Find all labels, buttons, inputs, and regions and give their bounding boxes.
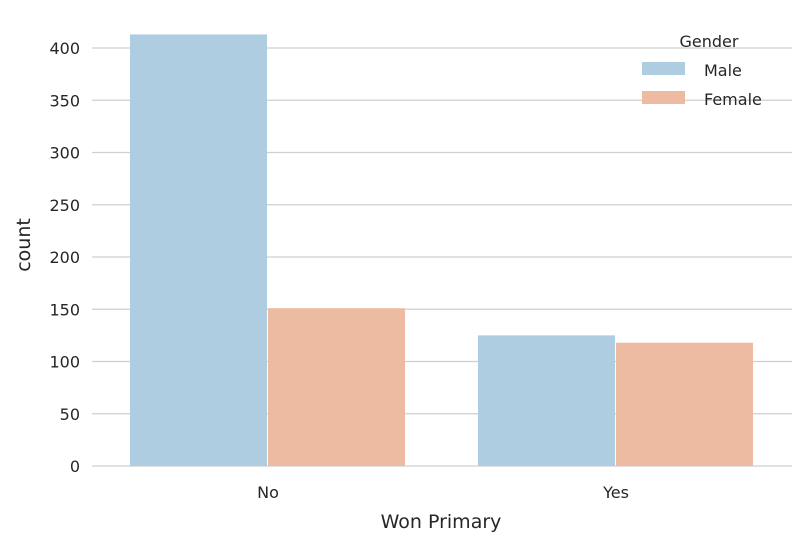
y-tick-label: 300 <box>49 144 80 163</box>
x-tick-labels: No Yes <box>257 483 629 502</box>
y-tick-label: 50 <box>60 405 80 424</box>
y-tick-label: 100 <box>49 353 80 372</box>
y-tick-label: 350 <box>49 91 80 110</box>
legend: Gender Male Female <box>642 32 762 109</box>
y-tick-label: 0 <box>70 457 80 476</box>
y-tick-labels: 0 50 100 150 200 250 300 350 400 <box>49 39 80 476</box>
y-tick-label: 250 <box>49 196 80 215</box>
legend-swatch-female <box>642 91 685 104</box>
x-tick-label: No <box>257 483 279 502</box>
y-axis-title: count <box>13 218 35 272</box>
bar-female-no <box>268 308 405 466</box>
y-tick-label: 400 <box>49 39 80 58</box>
y-tick-label: 150 <box>49 300 80 319</box>
bars <box>130 34 753 466</box>
bar-male-no <box>130 34 267 466</box>
legend-title: Gender <box>680 32 739 51</box>
legend-label-female: Female <box>704 90 762 109</box>
x-axis-title: Won Primary <box>381 511 502 533</box>
bar-male-yes <box>478 335 615 466</box>
x-tick-label: Yes <box>602 483 629 502</box>
y-tick-label: 200 <box>49 248 80 267</box>
legend-label-male: Male <box>704 61 742 80</box>
legend-swatch-male <box>642 62 685 75</box>
bar-female-yes <box>616 342 753 466</box>
